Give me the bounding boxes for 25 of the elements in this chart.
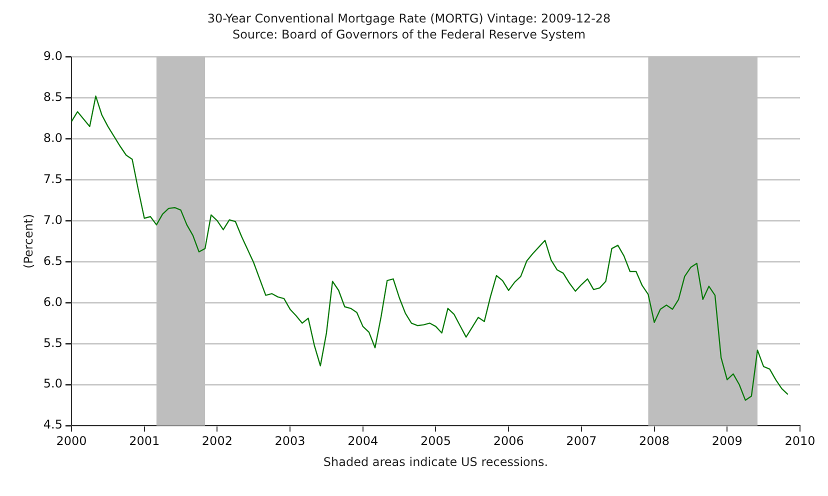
x-tick-label: 2008 bbox=[639, 434, 670, 448]
y-tick-label: 8.0 bbox=[43, 130, 62, 145]
y-tick-label: 7.0 bbox=[43, 212, 62, 227]
y-tick-label: 7.5 bbox=[43, 172, 62, 186]
y-tick-label: 8.5 bbox=[43, 90, 62, 104]
y-tick-label: 6.5 bbox=[43, 254, 62, 268]
y-tick-label: 9.0 bbox=[43, 48, 62, 63]
x-tick-label: 2009 bbox=[712, 434, 742, 448]
x-tick-label: 2010 bbox=[784, 434, 816, 448]
y-tick-label: 5.0 bbox=[43, 376, 62, 391]
x-tick-label: 2004 bbox=[348, 434, 378, 448]
y-tick-label: 5.5 bbox=[43, 336, 62, 350]
x-tick-label: 2006 bbox=[493, 434, 524, 448]
x-tick-label: 2001 bbox=[129, 434, 160, 448]
x-tick-label: 2003 bbox=[274, 434, 306, 448]
y-axis-title: (Percent) bbox=[21, 214, 36, 268]
y-tick-label: 4.5 bbox=[43, 418, 62, 432]
chart-subtitle: Source: Board of Governors of the Federal Reserve System bbox=[232, 28, 586, 42]
y-tick-label: 6.0 bbox=[43, 294, 62, 309]
text: Shaded areas indicate US recessions. bbox=[323, 455, 548, 469]
chart-title: 30-Year Conventional Mortgage Rate (MORTG) Vintage: 2009-12-28 bbox=[207, 11, 611, 26]
x-tick-label: 2002 bbox=[202, 434, 232, 448]
x-tick-label: 2007 bbox=[566, 434, 597, 448]
x-tick-label: 2000 bbox=[56, 434, 87, 448]
x-tick-label: 2005 bbox=[420, 434, 452, 448]
